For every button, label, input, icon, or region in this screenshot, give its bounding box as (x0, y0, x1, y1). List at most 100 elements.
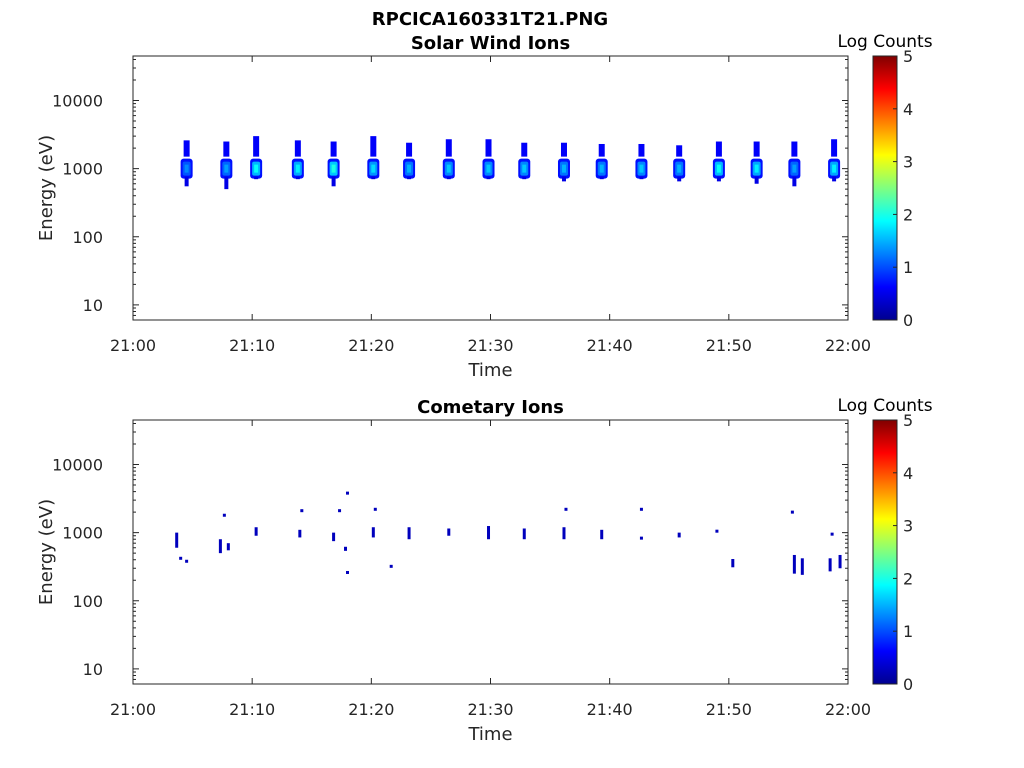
panel-title: Cometary Ions (417, 397, 564, 418)
x-tick-label: 21:20 (348, 700, 394, 719)
x-tick-label: 21:30 (467, 336, 513, 355)
ion-count-point (790, 510, 794, 514)
x-tick-label: 21:30 (467, 700, 513, 719)
colorbar-tick-label: 2 (903, 205, 913, 224)
ion-count-point (175, 532, 179, 548)
blob-core-peak (639, 164, 644, 173)
y-tick-label: 10000 (52, 456, 103, 475)
ion-count-point (300, 509, 304, 513)
x-tick-label: 21:40 (587, 336, 633, 355)
plot-frame (132, 55, 849, 321)
ion-count-point (792, 554, 796, 574)
blob-core-peak (716, 164, 721, 173)
ion-blob (180, 140, 193, 187)
ion-count-point (179, 556, 183, 560)
blob-lower-tail (224, 176, 229, 190)
ion-count-point (677, 532, 681, 538)
colorbar-tick-label: 5 (903, 411, 913, 430)
y-axis-label: Energy (eV) (36, 135, 57, 241)
blob-upper-beam (521, 142, 528, 157)
ion-count-point (332, 532, 336, 542)
x-axis-label: Time (467, 724, 512, 745)
blob-lower-tail (486, 176, 491, 180)
colorbar-label: Log Counts (837, 32, 932, 52)
panel-title: Solar Wind Ions (411, 33, 570, 54)
blob-lower-tail (407, 176, 412, 180)
ion-count-point (222, 513, 226, 517)
ion-count-point (838, 554, 842, 569)
x-tick-label: 21:10 (229, 700, 275, 719)
blob-core-peak (184, 164, 189, 173)
blob-core-peak (295, 164, 300, 173)
colorbar-tick-label: 2 (903, 569, 913, 588)
ion-count-point (185, 559, 189, 563)
ion-count-point (298, 529, 302, 538)
y-tick-label: 10 (83, 296, 103, 315)
ion-count-point (226, 543, 230, 551)
ion-count-point (373, 507, 377, 511)
ion-blob (673, 145, 686, 182)
blob-lower-tail (792, 176, 797, 187)
y-tick-label: 10 (83, 660, 103, 679)
blob-lower-tail (832, 176, 837, 182)
blob-lower-tail (716, 176, 721, 182)
blob-lower-tail (371, 176, 376, 180)
blob-lower-tail (446, 176, 451, 180)
y-tick-label: 100 (72, 228, 103, 247)
blob-core-peak (599, 164, 604, 173)
ion-count-point (715, 529, 719, 533)
figure-title: RPCICA160331T21.PNG (372, 9, 608, 30)
ion-blob (518, 142, 531, 180)
blob-upper-beam (560, 142, 567, 157)
ion-blob (557, 142, 570, 182)
colorbar-tick-label: 3 (903, 517, 913, 536)
y-tick-label: 1000 (62, 524, 103, 543)
blob-upper-beam (406, 142, 413, 157)
blob-core-peak (407, 164, 412, 173)
blob-core-peak (224, 164, 229, 173)
x-tick-label: 21:50 (706, 336, 752, 355)
x-tick-label: 21:50 (706, 700, 752, 719)
blob-core-peak (677, 164, 682, 173)
y-tick-label: 10000 (52, 92, 103, 111)
ion-count-point (254, 527, 258, 536)
colorbar (872, 419, 898, 685)
ion-count-point (522, 528, 526, 540)
x-tick-label: 21:00 (110, 700, 156, 719)
blob-upper-beam (831, 139, 838, 157)
blob-upper-beam (253, 136, 260, 157)
ion-blob (788, 141, 801, 187)
colorbar-tick-label: 3 (903, 153, 913, 172)
ion-count-point (830, 532, 834, 536)
blob-core-peak (522, 164, 527, 173)
colorbar-tick-label: 4 (903, 464, 913, 483)
ion-count-point (828, 558, 832, 572)
ion-count-point (562, 527, 566, 540)
ion-blob (220, 141, 233, 190)
ion-blob (403, 142, 416, 180)
ion-blob (442, 139, 455, 180)
ion-count-point (600, 529, 604, 540)
blob-upper-beam (294, 140, 301, 157)
colorbar-tick-label: 0 (903, 311, 913, 330)
ion-blob (327, 141, 340, 187)
ion-count-point (639, 536, 643, 540)
colorbar-tick-label: 4 (903, 100, 913, 119)
ion-blob (291, 140, 304, 180)
blob-upper-beam (445, 139, 452, 157)
blob-upper-beam (330, 141, 337, 157)
colorbar-tick-label: 0 (903, 675, 913, 694)
ion-blob (712, 141, 725, 182)
blob-core-peak (754, 164, 759, 173)
ion-count-point (338, 509, 342, 513)
x-tick-label: 21:20 (348, 336, 394, 355)
y-tick-label: 100 (72, 592, 103, 611)
blob-lower-tail (677, 176, 682, 182)
ion-count-point (731, 559, 735, 568)
x-tick-label: 22:00 (825, 700, 871, 719)
plot-frame (132, 419, 849, 685)
ion-count-point (346, 570, 349, 574)
blob-lower-tail (184, 176, 189, 187)
blob-upper-beam (676, 145, 683, 157)
